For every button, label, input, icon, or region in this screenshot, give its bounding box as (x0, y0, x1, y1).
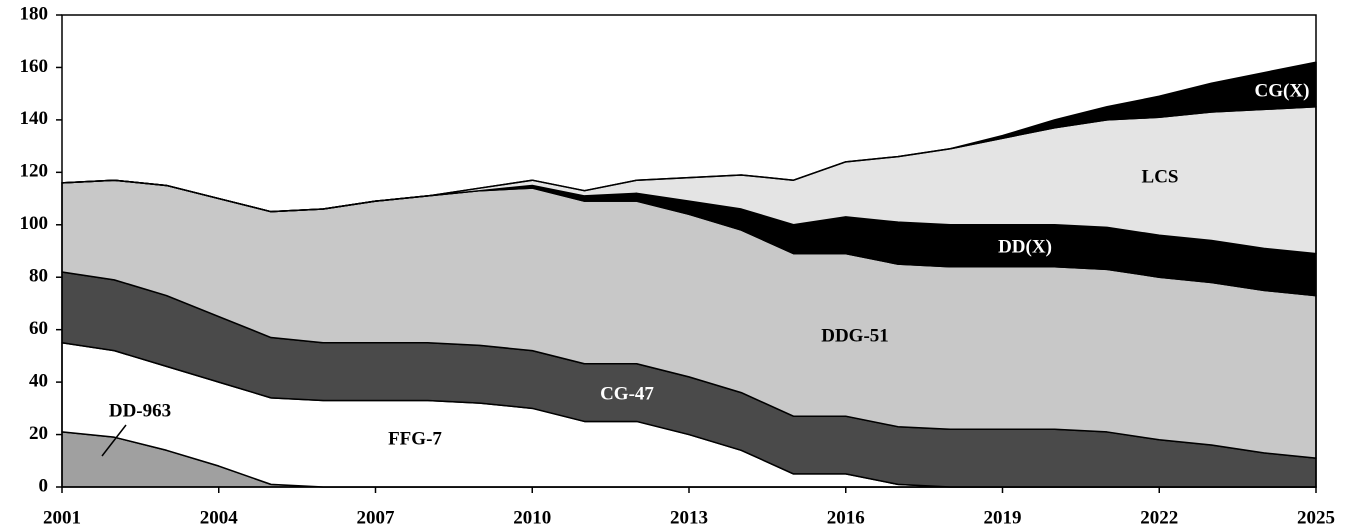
x-tick-label: 2025 (1297, 507, 1335, 528)
x-tick-label: 2007 (357, 507, 396, 528)
series-label: DD-963 (109, 400, 171, 421)
series-label: DDG-51 (821, 325, 889, 346)
x-tick-label: 2013 (670, 507, 708, 528)
series-label: LCS (1142, 166, 1179, 187)
y-tick-label: 120 (20, 161, 49, 182)
y-tick-label: 160 (20, 56, 49, 77)
x-tick-label: 2022 (1140, 507, 1178, 528)
x-tick-label: 2004 (200, 507, 239, 528)
series-label: FFG-7 (388, 428, 442, 449)
x-tick-label: 2001 (43, 507, 81, 528)
series-label: DD(X) (998, 236, 1052, 257)
series-label: CG-47 (600, 383, 654, 404)
x-tick-label: 2010 (513, 507, 551, 528)
y-tick-label: 0 (39, 475, 49, 496)
x-tick-label: 2016 (827, 507, 865, 528)
x-tick-label: 2019 (984, 507, 1022, 528)
y-tick-label: 20 (29, 423, 48, 444)
y-tick-label: 100 (20, 213, 49, 234)
y-tick-label: 40 (29, 370, 48, 391)
y-tick-label: 140 (20, 108, 49, 129)
leader-line (101, 424, 127, 457)
y-tick-label: 60 (29, 318, 48, 339)
y-tick-label: 80 (29, 266, 48, 287)
y-tick-label: 180 (20, 3, 49, 24)
series-label: CG(X) (1255, 80, 1310, 101)
